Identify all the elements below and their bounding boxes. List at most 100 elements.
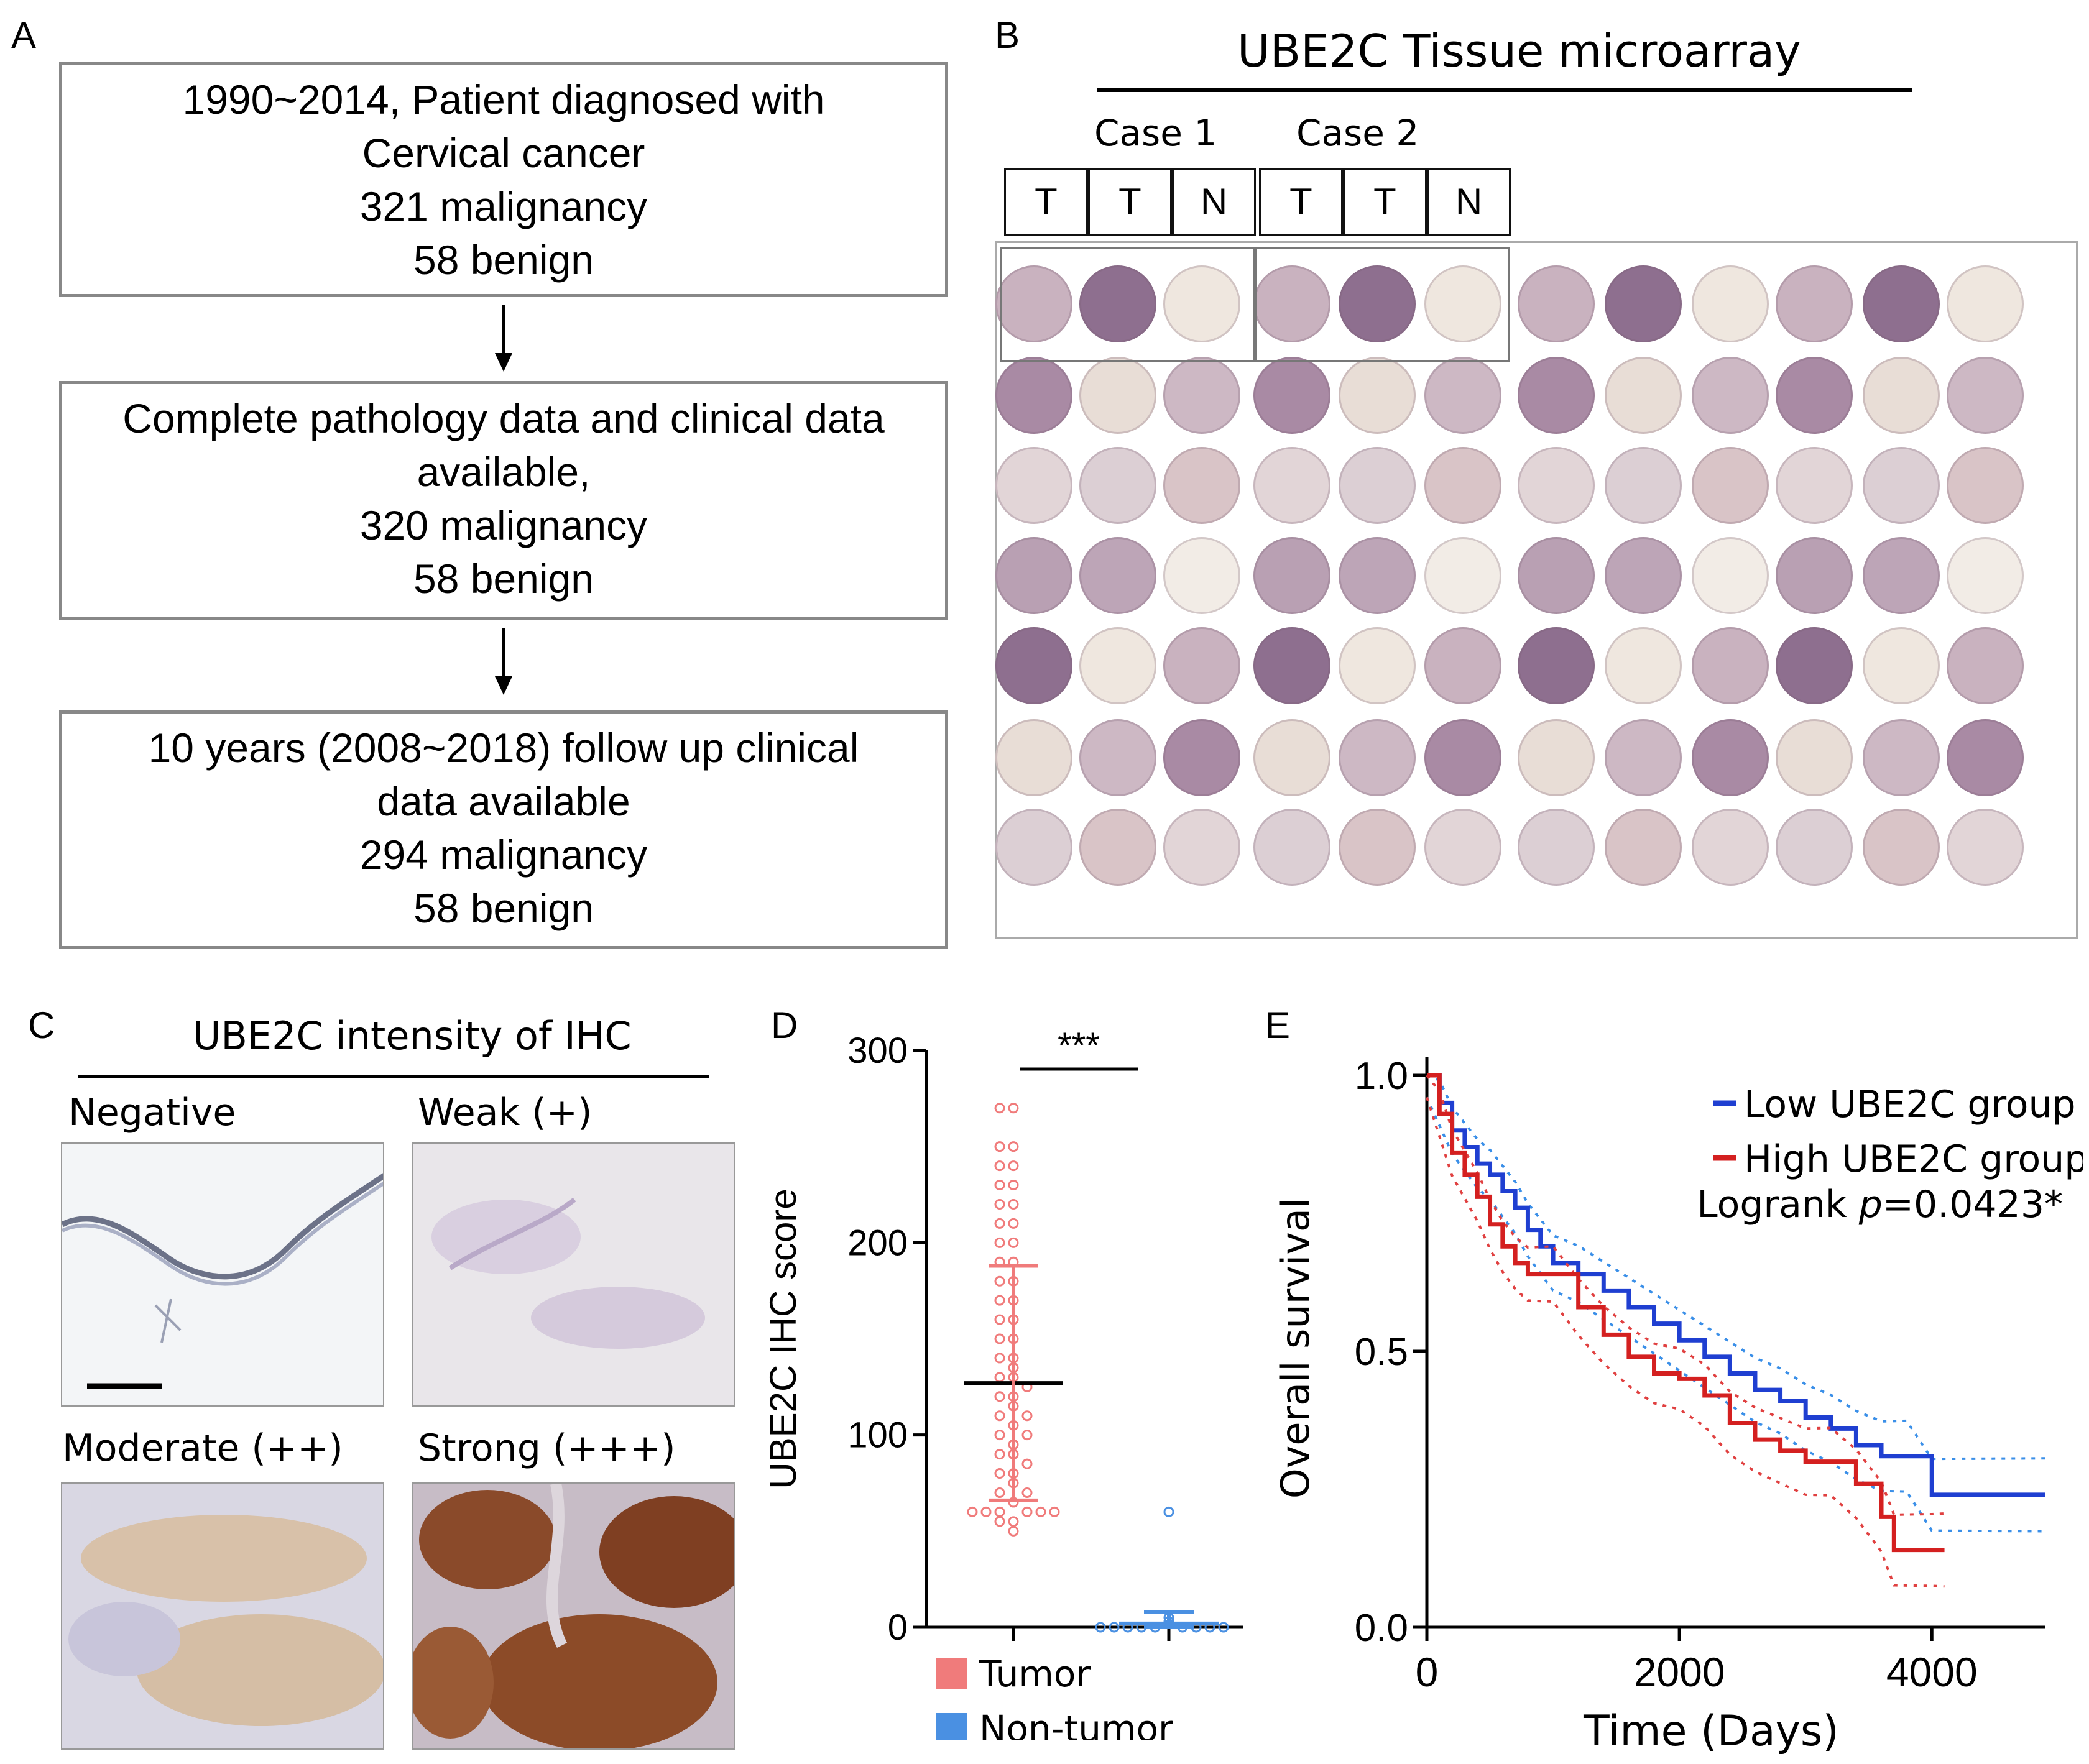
- flow-box-3-line-1: 10 years (2008~2018) follow up clinical: [148, 725, 859, 771]
- panel-label-e: E: [1265, 1004, 1291, 1046]
- tma-core: [1776, 357, 1853, 434]
- tma-core: [1339, 809, 1416, 886]
- legend-label: Tumor: [979, 1653, 1091, 1695]
- data-point: [1095, 1622, 1106, 1633]
- tma-core: [1863, 537, 1940, 614]
- tma-core: [1947, 447, 2024, 524]
- ihc-image-moderate: [61, 1482, 384, 1750]
- tma-core: [1079, 537, 1156, 614]
- case-2-label: Case 2: [1296, 112, 1419, 154]
- data-point: [1021, 1410, 1033, 1422]
- flow-box-1-line-2: Cervical cancer: [362, 130, 645, 176]
- tma-core: [1776, 627, 1853, 704]
- x-tick-label: 2000: [1634, 1649, 1725, 1695]
- legend-swatch: [936, 1658, 967, 1689]
- panel-label-a: A: [11, 14, 37, 56]
- y-tick-label: 0.0: [1355, 1607, 1408, 1650]
- ci-lower: [1426, 1096, 1945, 1588]
- x-tick-label: 4000: [1886, 1649, 1978, 1695]
- tma-core: [1424, 447, 1501, 524]
- flow-box-3: 10 years (2008~2018) follow up clinical …: [59, 710, 948, 949]
- data-point: [994, 1487, 1005, 1498]
- tma-core: [1518, 719, 1595, 796]
- flow-box-1-line-1: 1990~2014, Patient diagnosed with: [182, 76, 825, 122]
- tma-core: [1947, 537, 2024, 614]
- tma-core: [995, 357, 1072, 434]
- logrank-prefix: Logrank: [1697, 1183, 1858, 1226]
- ihc-label-negative: Negative: [68, 1091, 236, 1134]
- tma-core: [1253, 357, 1330, 434]
- tma-core: [1518, 357, 1595, 434]
- data-point: [967, 1506, 978, 1517]
- tma-core: [1692, 719, 1769, 796]
- tma-core: [1518, 809, 1595, 886]
- tma-core: [1163, 719, 1240, 796]
- data-point: [994, 1160, 1005, 1172]
- tma-title: UBE2C Tissue microarray: [1237, 25, 1801, 77]
- data-point: [1008, 1198, 1019, 1210]
- tma-core: [1424, 357, 1501, 434]
- x-tick-label: 0: [1416, 1649, 1439, 1695]
- ihc-label-strong: Strong (+++): [418, 1426, 676, 1470]
- tma-core: [1253, 809, 1330, 886]
- data-point: [1008, 1180, 1019, 1191]
- tma-core: [1776, 447, 1853, 524]
- data-point: [994, 1314, 1005, 1325]
- data-point: [994, 1468, 1005, 1479]
- tma-core: [1253, 719, 1330, 796]
- tma-core: [1424, 537, 1501, 614]
- flow-box-2-line-3: 320 malignancy: [359, 502, 648, 548]
- flow-arrow-2: [495, 628, 512, 695]
- tma-core: [1776, 719, 1853, 796]
- ihc-score-chart: 0 100 200 300 UBE2C IHC score *** Tumor Non-tum…: [762, 1026, 1243, 1740]
- tma-title-rule: [1097, 88, 1912, 92]
- data-point: [1021, 1458, 1033, 1469]
- ci-upper: [1426, 1074, 2046, 1461]
- tma-core: [1947, 627, 2024, 704]
- tma-core: [1605, 357, 1682, 434]
- data-point: [994, 1506, 1005, 1517]
- data-point: [1021, 1487, 1033, 1498]
- tma-core: [995, 537, 1072, 614]
- tma-core: [1079, 447, 1156, 524]
- legend-label: High UBE2C group: [1744, 1137, 2083, 1181]
- data-point: [994, 1449, 1005, 1460]
- tma-core: [1163, 809, 1240, 886]
- case-1-outline: [1000, 247, 1255, 362]
- tma-core: [1947, 357, 2024, 434]
- tma-header-cell-1: T: [1004, 168, 1088, 236]
- tma-core: [1518, 627, 1595, 704]
- data-point: [994, 1198, 1005, 1210]
- ihc-image-negative: [61, 1142, 384, 1407]
- tma-core: [1605, 265, 1682, 342]
- flow-box-1-line-3: 321 malignancy: [359, 183, 648, 229]
- panel-label-b: B: [995, 14, 1020, 56]
- tma-core: [995, 627, 1072, 704]
- ihc-label-moderate: Moderate (++): [62, 1426, 343, 1470]
- flow-box-2-line-1: Complete pathology data and clinical dat…: [122, 395, 885, 441]
- tma-core: [1163, 537, 1240, 614]
- tma-core: [995, 265, 1072, 342]
- data-point: [994, 1103, 1005, 1114]
- ihc-label-weak: Weak (+): [418, 1091, 593, 1134]
- y-tick-label: 0: [888, 1607, 908, 1648]
- tma-header-cell-2: T: [1088, 168, 1172, 236]
- ihc-image-strong: [412, 1482, 735, 1750]
- tma-core: [1079, 627, 1156, 704]
- tma-core: [1253, 447, 1330, 524]
- logrank-annotation: Logrank p=0.0423*: [1697, 1183, 2063, 1226]
- data-point: [994, 1218, 1005, 1229]
- tma-core: [1424, 719, 1501, 796]
- survival-curve: [1427, 1073, 1945, 1553]
- data-point: [1008, 1141, 1019, 1152]
- flow-box-1-line-4: 58 benign: [413, 237, 594, 283]
- data-point: [994, 1180, 1005, 1191]
- flow-box-1: 1990~2014, Patient diagnosed with Cervic…: [59, 62, 948, 297]
- tma-core: [1079, 809, 1156, 886]
- tma-core: [1339, 627, 1416, 704]
- tma-core: [1863, 719, 1940, 796]
- ihc-title-rule: [78, 1075, 709, 1078]
- tma-core: [1692, 357, 1769, 434]
- tma-header-cell-6: N: [1427, 168, 1511, 236]
- tma-core: [1947, 809, 2024, 886]
